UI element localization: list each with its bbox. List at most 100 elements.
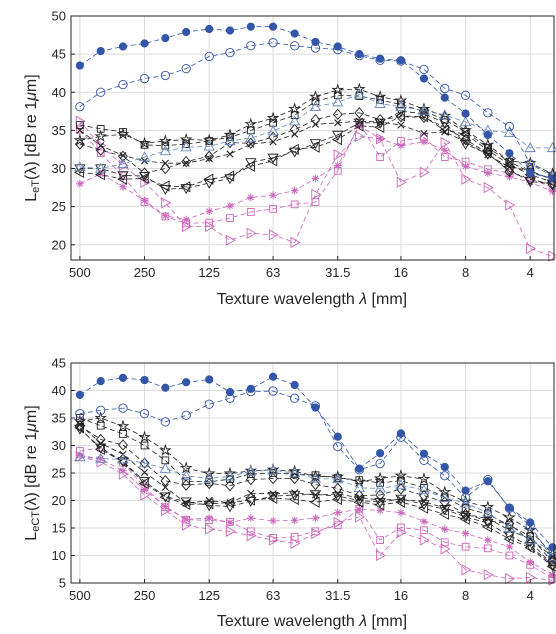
data-point [461, 157, 470, 166]
series-line [79, 390, 553, 559]
data-point [548, 543, 556, 552]
data-point [225, 525, 236, 537]
data-point [526, 561, 535, 569]
series-open-diamond-5 [74, 107, 556, 191]
data-point [267, 155, 278, 167]
data-point [459, 123, 472, 136]
data-point [117, 158, 129, 169]
series-open-square-4 [76, 414, 556, 566]
data-point [246, 41, 256, 51]
data-point [95, 452, 107, 463]
data-point [440, 543, 451, 555]
y-tick-label: 10 [52, 548, 66, 563]
top-chart: 500 250 125 63 31.5 16 8 4 20 25 30 35 40 45 50 Textur… [23, 9, 556, 308]
data-point [225, 388, 235, 397]
data-point [96, 139, 107, 152]
data-point [376, 536, 384, 544]
data-point [440, 525, 449, 533]
data-point [374, 121, 385, 133]
data-point [267, 125, 279, 136]
bottom-y-axis-label: LeCT(λ) [dB re 1μm] [23, 405, 42, 540]
data-point [482, 521, 493, 533]
series-open-square-9 [76, 118, 556, 228]
data-point [96, 87, 106, 97]
data-point [288, 490, 301, 501]
data-point [182, 515, 191, 524]
data-point [140, 468, 149, 477]
data-point [440, 83, 450, 94]
data-point [311, 198, 320, 206]
data-point [180, 497, 192, 508]
data-point [180, 498, 191, 511]
x-tick-label: 250 [134, 588, 156, 603]
series-line [79, 120, 553, 257]
data-point [225, 479, 235, 492]
data-point [526, 532, 535, 541]
data-point [439, 505, 451, 516]
data-point [376, 449, 385, 458]
data-point [331, 133, 342, 146]
data-point [483, 108, 493, 118]
x-tick-label: 4 [527, 265, 534, 280]
data-point [438, 124, 449, 137]
data-point [96, 421, 105, 430]
data-point [288, 102, 302, 115]
data-point [225, 47, 235, 58]
data-point [119, 183, 127, 191]
data-point [503, 126, 516, 137]
data-point [505, 503, 514, 512]
data-point [203, 178, 215, 189]
data-point [419, 166, 430, 178]
data-point [461, 486, 470, 495]
data-point [159, 492, 172, 503]
data-point [461, 529, 470, 538]
data-point [309, 469, 322, 482]
top-tick-labels: 500 250 125 63 31.5 16 8 4 20 25 30 35 40 45 50 [52, 9, 534, 281]
data-point [333, 161, 342, 170]
x-tick-label: 4 [527, 588, 534, 603]
data-point [334, 119, 342, 127]
data-point [309, 100, 322, 111]
data-point [355, 50, 364, 59]
data-point [74, 451, 86, 462]
bottom-axes-box [70, 362, 555, 584]
y-tick-label: 40 [52, 383, 66, 398]
data-point [290, 111, 299, 119]
data-point [352, 82, 366, 95]
data-point [202, 466, 216, 479]
data-point [161, 197, 172, 209]
data-point [182, 378, 191, 387]
data-point [460, 508, 471, 520]
data-point [484, 536, 492, 544]
data-point [524, 534, 536, 545]
data-point [353, 496, 365, 507]
data-point [161, 34, 170, 43]
data-point [460, 90, 471, 100]
data-point [140, 198, 149, 206]
data-point [138, 151, 151, 162]
data-point [138, 136, 151, 149]
data-point [205, 523, 215, 535]
x-tick-label: 16 [394, 588, 408, 603]
data-point [267, 464, 279, 475]
data-point [484, 544, 492, 553]
data-point [247, 193, 255, 202]
series-line [79, 456, 553, 581]
data-point [245, 132, 257, 143]
data-point [245, 160, 255, 172]
data-point [94, 411, 108, 424]
data-point [246, 227, 257, 239]
data-point [117, 173, 128, 185]
data-point [161, 502, 170, 511]
data-point [354, 107, 365, 119]
series-open-triangle-up-2 [74, 88, 556, 173]
y-tick-label: 30 [52, 438, 66, 453]
data-point [332, 108, 343, 121]
data-point [526, 518, 535, 527]
data-point [526, 571, 537, 584]
data-point [269, 534, 277, 542]
data-point [376, 134, 384, 143]
data-point [182, 219, 191, 228]
